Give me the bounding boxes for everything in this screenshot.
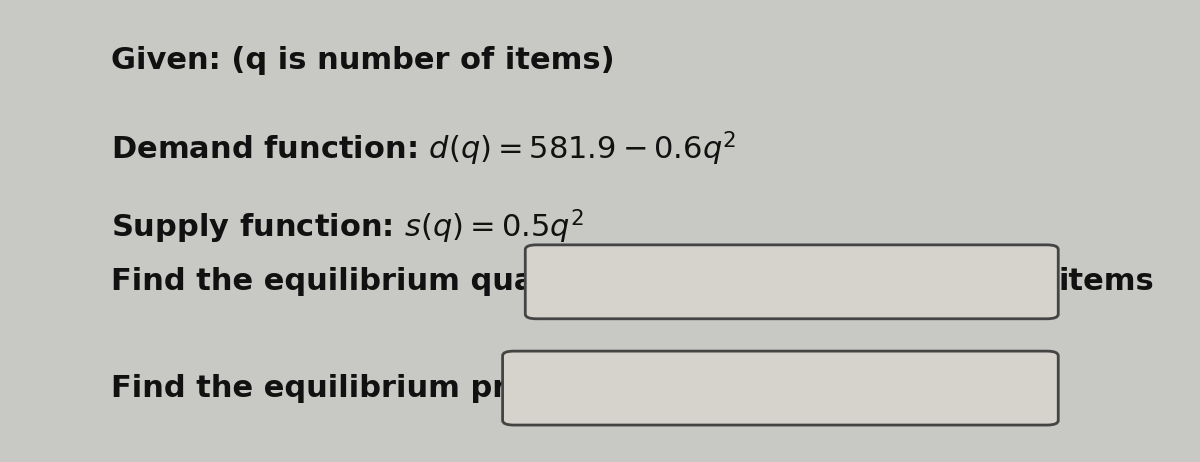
Text: Given: (q is number of items): Given: (q is number of items) — [112, 46, 614, 75]
Text: Supply function: $s(q) = 0.5q^2$: Supply function: $s(q) = 0.5q^2$ — [112, 208, 584, 246]
Text: Find the equilibrium price: $: Find the equilibrium price: $ — [112, 374, 601, 402]
FancyBboxPatch shape — [503, 351, 1058, 425]
FancyBboxPatch shape — [526, 245, 1058, 319]
Text: Demand function: $d(q) = 581.9 - 0.6q^2$: Demand function: $d(q) = 581.9 - 0.6q^2$ — [112, 129, 737, 168]
Text: items: items — [1058, 267, 1154, 296]
Text: Find the equilibrium quantity:: Find the equilibrium quantity: — [112, 267, 628, 296]
